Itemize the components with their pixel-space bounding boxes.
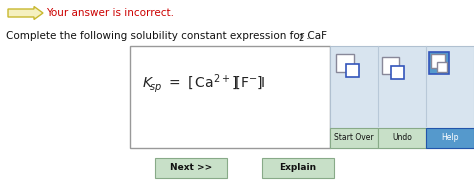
- FancyArrow shape: [8, 6, 43, 19]
- Bar: [130, 46, 330, 148]
- Text: Help: Help: [441, 133, 459, 143]
- Bar: [155, 158, 227, 178]
- Bar: [346, 64, 359, 77]
- Text: .: .: [303, 31, 310, 41]
- Text: Undo: Undo: [392, 133, 412, 143]
- Text: $\mathit{K}_{\!sp}\ =\ \left[\,\mathrm{Ca}^{2+}\right]\!\left[\mathrm{F}^{-}\rig: $\mathit{K}_{\!sp}\ =\ \left[\,\mathrm{C…: [142, 73, 265, 95]
- Bar: [262, 158, 334, 178]
- Text: Complete the following solubility constant expression for CaF: Complete the following solubility consta…: [6, 31, 327, 41]
- Bar: [391, 66, 404, 79]
- Bar: [336, 54, 354, 72]
- Bar: [431, 54, 445, 68]
- Text: Explain: Explain: [280, 163, 317, 173]
- Bar: [330, 46, 474, 148]
- Bar: [382, 57, 399, 74]
- Text: 2: 2: [298, 34, 303, 43]
- Bar: [429, 52, 449, 74]
- Text: Next >>: Next >>: [170, 163, 212, 173]
- Text: Start Over: Start Over: [334, 133, 374, 143]
- Text: Your answer is incorrect.: Your answer is incorrect.: [46, 8, 174, 18]
- Bar: [437, 62, 447, 72]
- Bar: [426, 128, 474, 148]
- Bar: [330, 128, 378, 148]
- Bar: [378, 128, 426, 148]
